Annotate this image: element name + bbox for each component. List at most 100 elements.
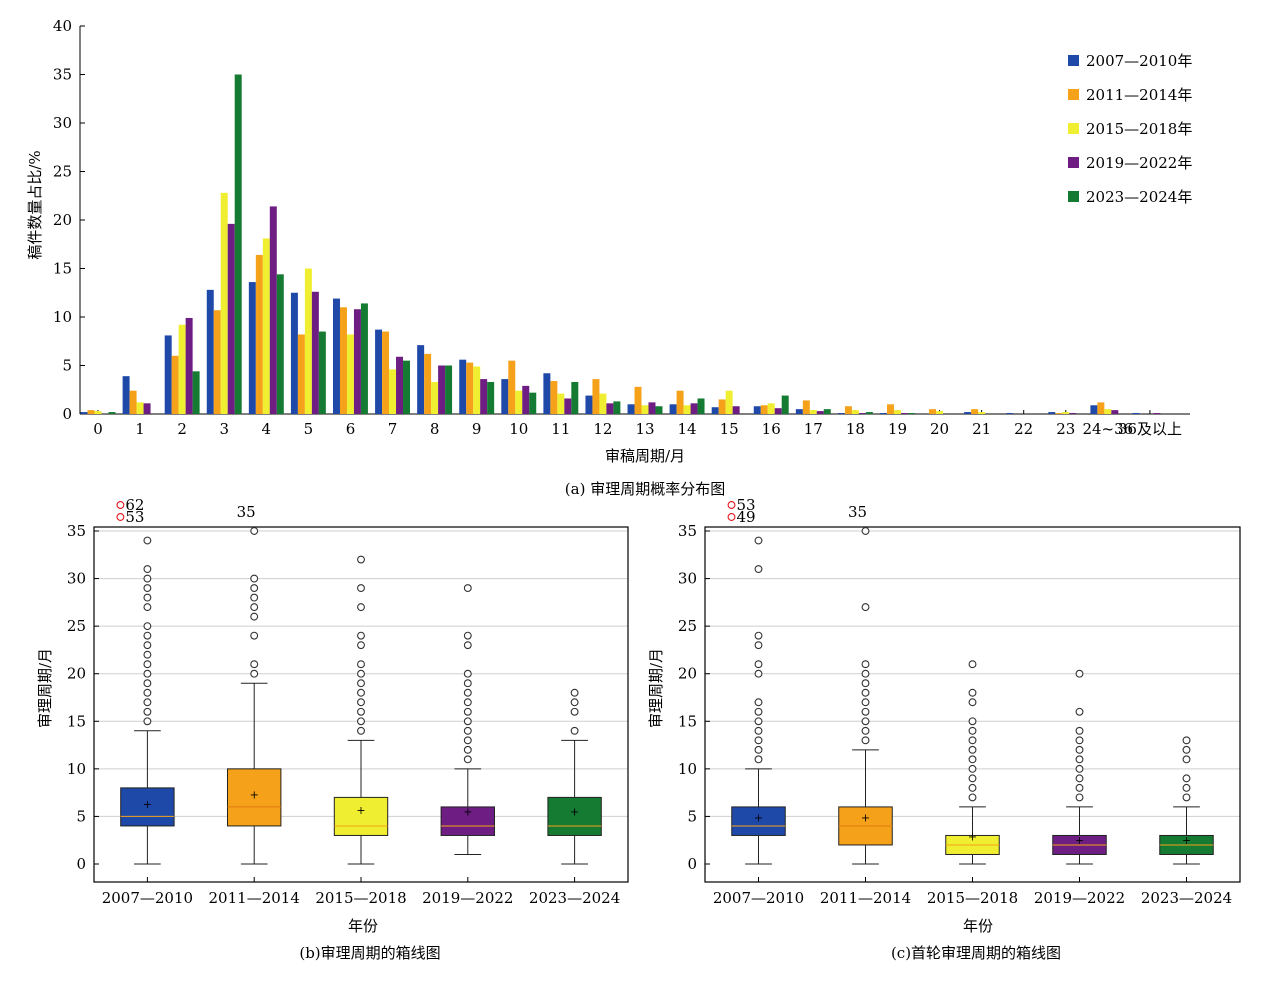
- panel-b-caption: (b)审理周期的箱线图: [299, 944, 440, 962]
- x-tick-label: 23: [1056, 420, 1075, 438]
- outlier: [463, 688, 472, 697]
- bar: [262, 238, 270, 414]
- outlier: [463, 736, 472, 745]
- outlier: [1075, 783, 1084, 792]
- bar: [143, 403, 151, 414]
- outlier-labeled: [116, 501, 125, 509]
- panel-a-legend: 2007—2010年 2011—2014年 2015—2018年 2019—2022年…: [1068, 52, 1192, 206]
- y-tick-label: 10: [67, 760, 86, 778]
- bar: [1104, 409, 1112, 414]
- outlier: [143, 536, 152, 545]
- bar: [108, 412, 116, 414]
- outlier-value-label: 35: [848, 503, 867, 521]
- legend-swatch: [1068, 55, 1079, 66]
- outlier-labeled: [727, 513, 736, 521]
- y-tick-label: 35: [67, 522, 86, 540]
- outlier: [143, 565, 152, 574]
- x-tick-label: 12: [593, 420, 612, 438]
- legend-swatch: [1068, 157, 1079, 168]
- outlier: [143, 679, 152, 688]
- outlier: [1182, 783, 1191, 792]
- outlier: [143, 641, 152, 650]
- bar: [227, 223, 235, 414]
- x-tick-label: 2007—2010: [713, 889, 804, 907]
- bar: [893, 410, 901, 414]
- bar: [669, 404, 677, 414]
- x-tick-label: 2023—2024: [529, 889, 620, 907]
- bar: [269, 206, 277, 414]
- outlier: [357, 707, 365, 716]
- bar: [900, 413, 908, 414]
- bar: [1006, 413, 1014, 414]
- x-tick-label: 5: [304, 420, 314, 438]
- mean-marker: +: [1182, 834, 1191, 847]
- bar: [760, 405, 768, 414]
- x-tick-label: 6: [346, 420, 356, 438]
- outlier: [1182, 736, 1191, 745]
- bar: [339, 307, 347, 414]
- outlier: [1182, 774, 1191, 783]
- bar: [417, 345, 425, 414]
- outlier: [357, 660, 365, 669]
- y-tick-label: 40: [53, 17, 72, 35]
- bar: [501, 379, 509, 414]
- outlier: [463, 726, 472, 735]
- outlier: [463, 755, 472, 764]
- y-tick-label: 5: [687, 807, 697, 825]
- mean-marker: +: [463, 806, 472, 819]
- outlier: [143, 631, 152, 640]
- x-tick-label: 2019—2022: [422, 889, 513, 907]
- legend-label: 2015—2018年: [1086, 120, 1192, 138]
- bar: [1111, 410, 1119, 414]
- outlier: [1075, 764, 1084, 773]
- bar: [220, 192, 228, 414]
- bar: [1090, 405, 1098, 414]
- outlier-value-label: 62: [125, 496, 144, 514]
- outlier: [968, 745, 977, 754]
- outlier: [143, 622, 152, 631]
- bar: [907, 413, 915, 414]
- mean-marker: +: [861, 811, 870, 824]
- bar: [213, 310, 221, 414]
- outlier: [861, 660, 870, 669]
- y-tick-label: 20: [53, 211, 72, 229]
- x-tick-label: 2011—2014: [209, 889, 300, 907]
- bar: [851, 410, 859, 414]
- outlier: [463, 745, 472, 754]
- bar: [234, 74, 242, 414]
- legend-swatch: [1068, 123, 1079, 134]
- outlier: [357, 603, 365, 612]
- bar: [858, 413, 866, 414]
- outlier: [1075, 707, 1084, 716]
- bar: [844, 406, 852, 414]
- bar: [648, 402, 656, 414]
- outlier: [463, 584, 472, 593]
- bar: [304, 268, 312, 414]
- outlier: [463, 707, 472, 716]
- bar: [1048, 412, 1056, 414]
- box: [731, 806, 786, 836]
- bar: [571, 381, 579, 414]
- outlier: [968, 755, 977, 764]
- bar: [290, 292, 298, 414]
- bar: [599, 393, 607, 414]
- bar: [353, 309, 361, 414]
- bar: [690, 403, 698, 414]
- y-tick-label: 35: [53, 66, 72, 84]
- bar: [557, 393, 565, 414]
- outlier: [968, 717, 977, 726]
- mean-marker: +: [250, 789, 259, 802]
- bar: [886, 404, 894, 414]
- box: [440, 806, 496, 836]
- x-tick-label: 19: [888, 420, 907, 438]
- bar: [318, 331, 326, 414]
- outlier: [968, 726, 977, 735]
- outlier: [861, 679, 870, 688]
- x-tick-label: 22: [1014, 420, 1033, 438]
- outlier: [754, 736, 763, 745]
- outlier: [754, 755, 763, 764]
